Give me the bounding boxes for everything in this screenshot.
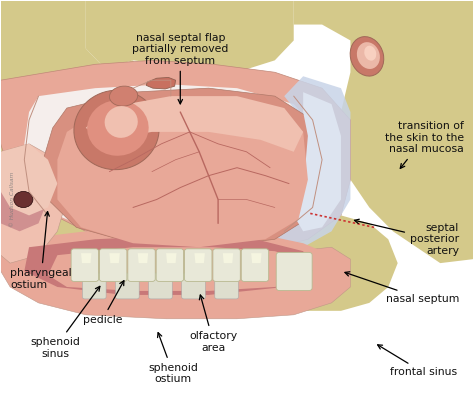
Polygon shape	[166, 253, 176, 263]
Polygon shape	[242, 211, 398, 311]
FancyBboxPatch shape	[149, 273, 172, 299]
Polygon shape	[0, 168, 48, 231]
FancyBboxPatch shape	[241, 249, 269, 281]
Ellipse shape	[357, 42, 380, 69]
Polygon shape	[109, 253, 120, 263]
Polygon shape	[265, 76, 350, 247]
Polygon shape	[294, 1, 474, 263]
Text: nasal septal flap
partially removed
from septum: nasal septal flap partially removed from…	[132, 32, 228, 104]
Polygon shape	[86, 1, 294, 72]
Text: © Hudson Callsam: © Hudson Callsam	[10, 172, 15, 227]
Polygon shape	[57, 100, 308, 247]
FancyBboxPatch shape	[100, 249, 127, 281]
FancyBboxPatch shape	[71, 249, 99, 281]
Polygon shape	[0, 144, 57, 215]
FancyBboxPatch shape	[276, 253, 312, 290]
FancyBboxPatch shape	[184, 249, 212, 281]
FancyBboxPatch shape	[215, 273, 238, 299]
Polygon shape	[294, 92, 341, 231]
FancyBboxPatch shape	[213, 249, 240, 281]
Text: transition of
the skin to the
nasal mucosa: transition of the skin to the nasal muco…	[385, 121, 464, 168]
Polygon shape	[24, 84, 322, 243]
Polygon shape	[24, 235, 313, 295]
Polygon shape	[81, 253, 91, 263]
Text: frontal sinus: frontal sinus	[378, 345, 457, 377]
Ellipse shape	[105, 106, 138, 138]
Polygon shape	[223, 253, 233, 263]
Polygon shape	[48, 247, 313, 291]
FancyBboxPatch shape	[116, 273, 139, 299]
FancyBboxPatch shape	[128, 249, 155, 281]
Text: nasal septum: nasal septum	[345, 272, 459, 304]
Polygon shape	[0, 1, 105, 100]
Polygon shape	[0, 239, 350, 319]
FancyBboxPatch shape	[182, 273, 205, 299]
FancyBboxPatch shape	[156, 249, 183, 281]
Text: septal
posterior
artery: septal posterior artery	[355, 219, 459, 256]
Circle shape	[14, 192, 33, 207]
Text: pharyngeal
ostium: pharyngeal ostium	[10, 211, 72, 290]
Polygon shape	[86, 96, 303, 152]
Polygon shape	[146, 77, 175, 89]
Ellipse shape	[350, 37, 384, 76]
Text: sphenoid
ostium: sphenoid ostium	[148, 333, 198, 384]
Ellipse shape	[74, 90, 159, 170]
FancyBboxPatch shape	[82, 273, 106, 299]
Polygon shape	[0, 60, 350, 255]
Polygon shape	[251, 253, 262, 263]
Text: pedicle: pedicle	[82, 280, 124, 325]
Polygon shape	[138, 253, 148, 263]
Circle shape	[14, 192, 33, 207]
Text: sphenoid
sinus: sphenoid sinus	[30, 286, 100, 359]
Polygon shape	[194, 253, 205, 263]
Polygon shape	[0, 144, 67, 263]
Ellipse shape	[109, 86, 137, 106]
Text: olfactory
area: olfactory area	[189, 295, 237, 353]
Ellipse shape	[364, 46, 376, 61]
Polygon shape	[15, 227, 331, 303]
Polygon shape	[0, 60, 152, 271]
Polygon shape	[43, 88, 322, 247]
Ellipse shape	[87, 100, 149, 156]
